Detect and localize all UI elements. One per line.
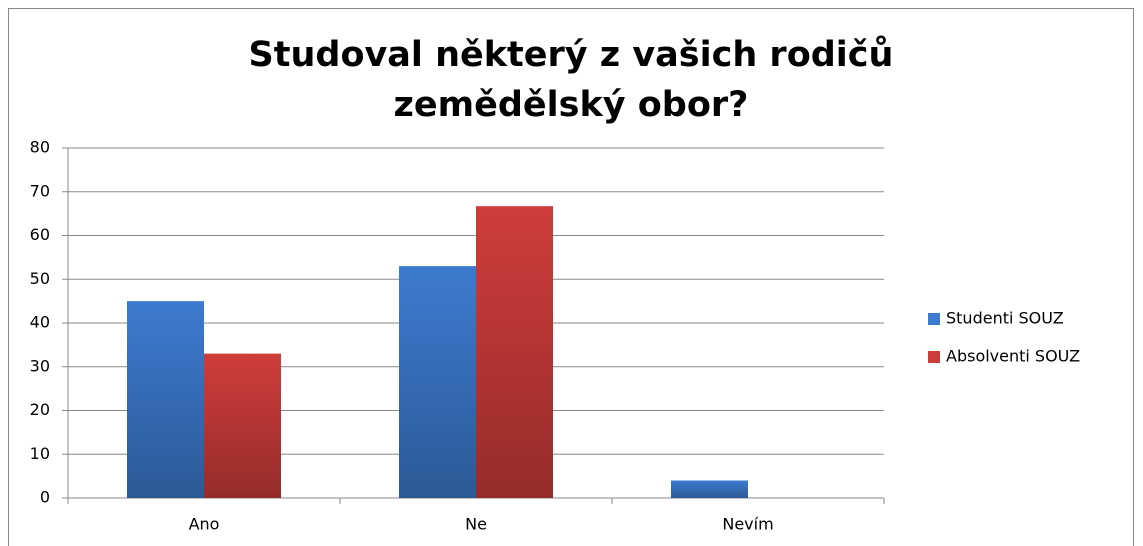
y-tick-label: 20 [30, 400, 50, 419]
legend-label: Studenti SOUZ [946, 309, 1064, 328]
legend-swatch [928, 313, 940, 325]
x-tick-label: Ano [189, 515, 220, 534]
bar [204, 353, 281, 498]
legend-swatch [928, 351, 940, 363]
x-tick-label: Nevím [722, 515, 773, 534]
bar [127, 301, 204, 498]
y-tick-label: 70 [30, 181, 50, 200]
bar [476, 206, 553, 498]
y-tick-label: 0 [40, 488, 50, 507]
y-tick-label: 80 [30, 138, 50, 157]
bar [671, 480, 748, 498]
y-tick-label: 60 [30, 225, 50, 244]
x-tick-label: Ne [465, 515, 487, 534]
y-tick-label: 50 [30, 269, 50, 288]
y-tick-label: 30 [30, 356, 50, 375]
y-tick-label: 10 [30, 444, 50, 463]
chart-title: Studoval některý z vašich rodičů zeměděl… [248, 35, 894, 125]
legend-label: Absolventi SOUZ [946, 347, 1080, 366]
y-tick-label: 40 [30, 313, 50, 332]
chart-frame [8, 8, 1134, 546]
bar [399, 266, 476, 498]
